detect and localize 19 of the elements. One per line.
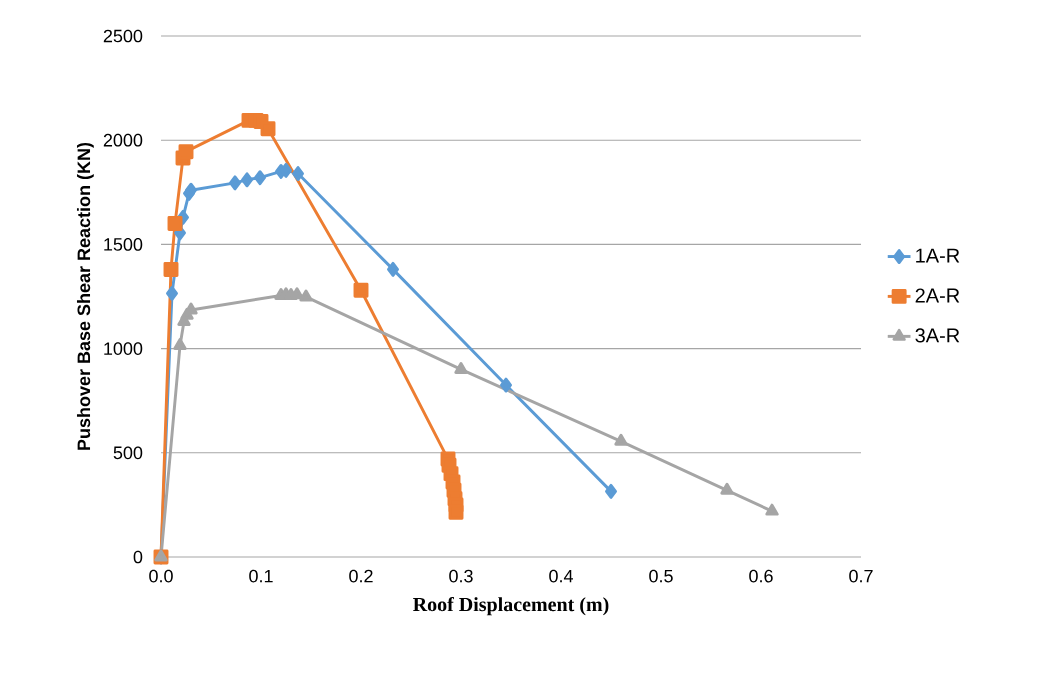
x-axis-title: Roof Displacement (m)	[413, 596, 609, 616]
y-tick-label: 500	[113, 446, 143, 460]
y-tick-label: 0	[133, 550, 143, 564]
y-tick-label: 2000	[103, 133, 143, 147]
x-tick-label: 0.1	[249, 569, 273, 583]
x-tick-label: 0.6	[749, 569, 773, 583]
y-axis-title: Pushover Base Shear Reaction (KN)	[76, 142, 94, 450]
x-tick-label: 0.3	[449, 569, 473, 583]
x-tick-label: 0.4	[549, 569, 573, 583]
y-tick-label: 1000	[104, 342, 143, 355]
x-tick-label: 0.0	[149, 569, 173, 583]
y-tick-label: 1500	[104, 238, 143, 251]
x-tick-label: 0.5	[649, 569, 673, 583]
legend-label: 1A-R	[916, 248, 960, 263]
x-tick-label: 0.7	[849, 569, 873, 583]
legend-label: 2A-R	[915, 288, 960, 303]
x-tick-label: 0.2	[349, 569, 373, 583]
y-tick-label: 2500	[103, 29, 143, 43]
legend-label: 3A-R	[915, 328, 960, 343]
